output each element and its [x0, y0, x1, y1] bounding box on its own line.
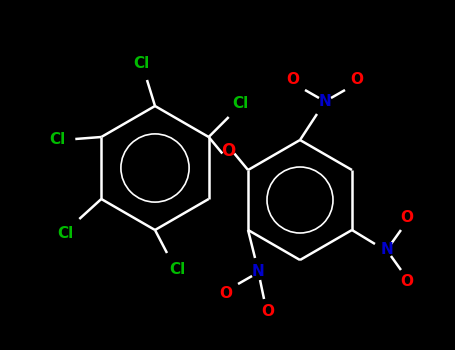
Text: Cl: Cl [133, 56, 149, 71]
Text: Cl: Cl [169, 261, 185, 276]
Text: O: O [400, 210, 414, 225]
Text: O: O [287, 72, 299, 88]
Text: O: O [350, 72, 364, 88]
Text: O: O [220, 287, 233, 301]
Text: Cl: Cl [233, 96, 249, 111]
Text: N: N [252, 265, 264, 280]
Text: Cl: Cl [49, 132, 66, 147]
Text: N: N [318, 94, 331, 110]
Text: N: N [380, 243, 393, 258]
Text: O: O [400, 274, 414, 289]
Text: Cl: Cl [57, 225, 73, 240]
Text: O: O [262, 303, 274, 318]
Text: O: O [221, 141, 236, 160]
